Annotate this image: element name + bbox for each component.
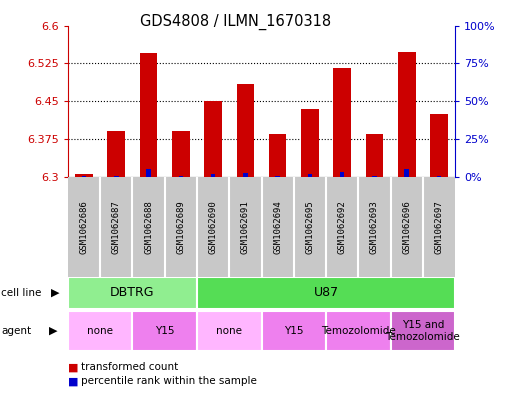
Text: ■: ■ xyxy=(68,376,78,386)
Text: ▶: ▶ xyxy=(49,326,58,336)
Bar xyxy=(172,131,190,177)
Bar xyxy=(236,84,254,177)
Bar xyxy=(326,311,391,351)
Text: GSM1062689: GSM1062689 xyxy=(176,200,185,254)
Bar xyxy=(140,53,157,177)
Bar xyxy=(68,311,132,351)
Bar xyxy=(276,176,280,177)
Bar xyxy=(308,174,312,177)
Bar xyxy=(398,52,415,177)
Bar xyxy=(75,174,93,177)
Text: GDS4808 / ILMN_1670318: GDS4808 / ILMN_1670318 xyxy=(140,14,331,30)
Bar xyxy=(132,311,197,351)
Bar xyxy=(366,134,383,177)
Bar xyxy=(204,101,222,177)
Text: GSM1062695: GSM1062695 xyxy=(305,200,314,254)
Text: percentile rank within the sample: percentile rank within the sample xyxy=(81,376,257,386)
Text: GSM1062688: GSM1062688 xyxy=(144,200,153,254)
Bar xyxy=(243,173,247,177)
Text: Y15: Y15 xyxy=(155,326,175,336)
Text: ■: ■ xyxy=(68,362,78,373)
Bar xyxy=(340,172,344,177)
Bar xyxy=(333,68,351,177)
Text: GSM1062687: GSM1062687 xyxy=(112,200,121,254)
Bar xyxy=(197,277,455,309)
Bar xyxy=(197,311,262,351)
Bar xyxy=(391,311,455,351)
Text: GSM1062693: GSM1062693 xyxy=(370,200,379,254)
Bar xyxy=(146,169,151,177)
Text: none: none xyxy=(216,326,242,336)
Text: ▶: ▶ xyxy=(51,288,60,298)
Bar xyxy=(430,114,448,177)
Text: GSM1062691: GSM1062691 xyxy=(241,200,250,254)
Bar xyxy=(262,311,326,351)
Text: DBTRG: DBTRG xyxy=(110,286,155,299)
Text: GSM1062697: GSM1062697 xyxy=(435,200,444,254)
Bar xyxy=(301,109,319,177)
Text: GSM1062686: GSM1062686 xyxy=(79,200,88,254)
Text: agent: agent xyxy=(1,326,31,336)
Text: GSM1062696: GSM1062696 xyxy=(402,200,411,254)
Text: transformed count: transformed count xyxy=(81,362,178,373)
Text: GSM1062694: GSM1062694 xyxy=(273,200,282,254)
Bar xyxy=(437,176,441,177)
Bar xyxy=(108,131,125,177)
Text: GSM1062690: GSM1062690 xyxy=(209,200,218,254)
Bar xyxy=(404,169,409,177)
Bar xyxy=(269,134,287,177)
Text: Temozolomide: Temozolomide xyxy=(321,326,395,336)
Text: GSM1062692: GSM1062692 xyxy=(338,200,347,254)
Bar xyxy=(372,176,377,177)
Text: U87: U87 xyxy=(313,286,338,299)
Bar xyxy=(179,176,183,177)
Bar xyxy=(82,176,86,177)
Bar xyxy=(68,277,197,309)
Bar xyxy=(114,176,119,177)
Bar xyxy=(211,174,215,177)
Text: Y15 and
Temozolomide: Y15 and Temozolomide xyxy=(385,320,460,342)
Text: none: none xyxy=(87,326,113,336)
Text: Y15: Y15 xyxy=(284,326,303,336)
Text: cell line: cell line xyxy=(1,288,41,298)
